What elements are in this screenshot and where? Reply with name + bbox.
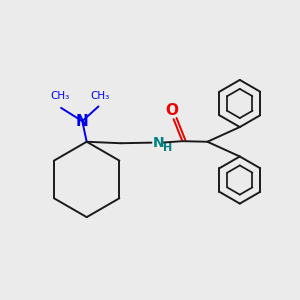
Text: CH₃: CH₃ [90,91,110,100]
Text: H: H [163,143,172,153]
Text: O: O [166,103,178,118]
Text: CH₃: CH₃ [50,91,69,100]
Text: N: N [153,136,165,150]
Text: N: N [76,114,89,129]
